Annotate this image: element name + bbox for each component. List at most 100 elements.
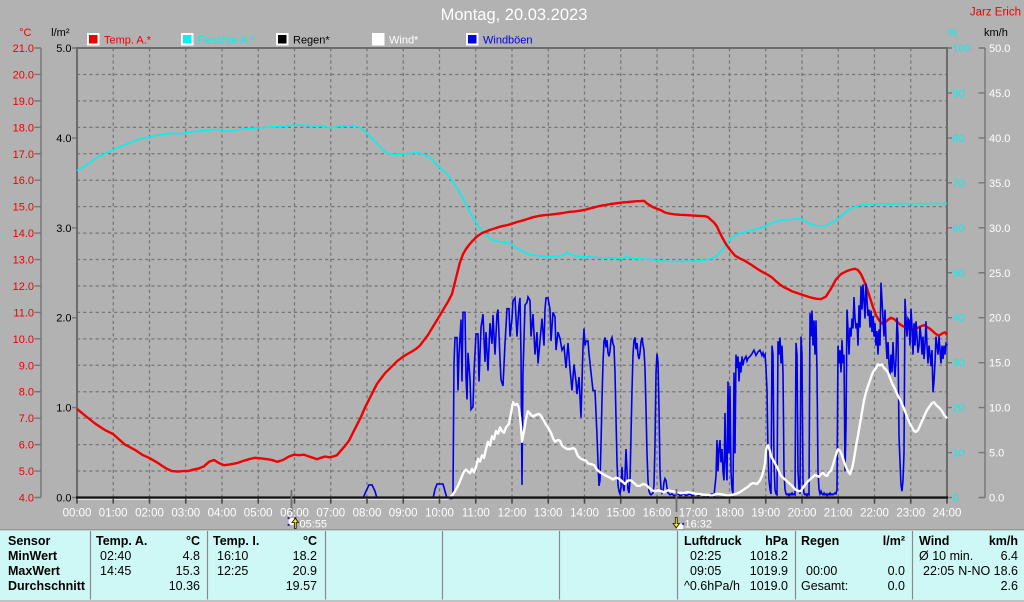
svg-text:3.0: 3.0 bbox=[56, 223, 71, 235]
svg-text:13:00: 13:00 bbox=[534, 508, 563, 520]
svg-text:5.0: 5.0 bbox=[989, 448, 1004, 460]
svg-text:Feuchte A.*: Feuchte A.* bbox=[198, 35, 256, 47]
svg-text:09:00: 09:00 bbox=[389, 508, 418, 520]
svg-text:°C: °C bbox=[186, 534, 200, 548]
svg-text:45.0: 45.0 bbox=[989, 88, 1010, 100]
svg-text:10.0: 10.0 bbox=[13, 334, 34, 346]
svg-text:^0.6hPa/h: ^0.6hPa/h bbox=[684, 579, 740, 593]
svg-text:6.4: 6.4 bbox=[1001, 549, 1018, 563]
svg-text:1.0: 1.0 bbox=[56, 403, 71, 415]
svg-text:90: 90 bbox=[953, 88, 965, 100]
svg-text:MinWert: MinWert bbox=[8, 549, 58, 563]
svg-text:21:00: 21:00 bbox=[824, 508, 853, 520]
svg-text:02:25: 02:25 bbox=[690, 549, 721, 563]
svg-text:10:00: 10:00 bbox=[425, 508, 454, 520]
svg-text:20.0: 20.0 bbox=[13, 69, 34, 81]
svg-text:30.0: 30.0 bbox=[989, 223, 1010, 235]
svg-text:11.0: 11.0 bbox=[13, 307, 34, 319]
svg-text:4.0: 4.0 bbox=[19, 493, 34, 505]
svg-text:9.0: 9.0 bbox=[19, 360, 34, 372]
svg-text:0.0: 0.0 bbox=[989, 493, 1004, 505]
svg-text:00:00: 00:00 bbox=[806, 564, 837, 578]
svg-text:25.0: 25.0 bbox=[989, 268, 1010, 280]
svg-text:05:55: 05:55 bbox=[300, 519, 328, 531]
svg-text:19.57: 19.57 bbox=[286, 579, 317, 593]
svg-text:l/m²: l/m² bbox=[51, 27, 70, 39]
svg-text:19:00: 19:00 bbox=[751, 508, 780, 520]
svg-text:Gesamt:: Gesamt: bbox=[801, 579, 848, 593]
svg-text:Windböen: Windböen bbox=[483, 35, 533, 47]
svg-text:Ø 10 min.: Ø 10 min. bbox=[919, 549, 973, 563]
svg-text:2.0: 2.0 bbox=[56, 313, 71, 325]
svg-text:50: 50 bbox=[953, 268, 965, 280]
svg-text:40: 40 bbox=[953, 313, 965, 325]
svg-text:Jarz Erich: Jarz Erich bbox=[970, 7, 1021, 19]
svg-text:Temp. A.*: Temp. A.* bbox=[104, 35, 152, 47]
svg-text:22:05: 22:05 bbox=[923, 564, 954, 578]
svg-text:02:00: 02:00 bbox=[135, 508, 164, 520]
svg-text:11:00: 11:00 bbox=[462, 508, 490, 520]
svg-text:02:40: 02:40 bbox=[100, 549, 131, 563]
svg-text:14:00: 14:00 bbox=[570, 508, 599, 520]
svg-text:1019.0: 1019.0 bbox=[750, 579, 788, 593]
svg-text:40.0: 40.0 bbox=[989, 133, 1010, 145]
svg-text:0.0: 0.0 bbox=[56, 493, 71, 505]
svg-text:35.0: 35.0 bbox=[989, 178, 1010, 190]
svg-text:05:00: 05:00 bbox=[244, 508, 273, 520]
svg-text:Regen*: Regen* bbox=[293, 35, 330, 47]
svg-text:21.0: 21.0 bbox=[13, 43, 34, 55]
svg-text:10.36: 10.36 bbox=[169, 579, 200, 593]
svg-text:00:00: 00:00 bbox=[63, 508, 92, 520]
svg-text:Durchschnitt: Durchschnitt bbox=[8, 579, 86, 593]
svg-text:0.0: 0.0 bbox=[888, 579, 905, 593]
svg-text:50.0: 50.0 bbox=[989, 43, 1010, 55]
svg-text:13.0: 13.0 bbox=[13, 255, 34, 267]
svg-text:60: 60 bbox=[953, 223, 965, 235]
svg-text:15.0: 15.0 bbox=[13, 202, 34, 214]
svg-text:15.3: 15.3 bbox=[176, 564, 200, 578]
svg-text:MaxWert: MaxWert bbox=[8, 564, 61, 578]
svg-text:0.0: 0.0 bbox=[888, 564, 905, 578]
svg-text:15:00: 15:00 bbox=[606, 508, 635, 520]
svg-text:12:25: 12:25 bbox=[217, 564, 248, 578]
svg-text:°C: °C bbox=[19, 27, 31, 39]
svg-text:%: % bbox=[948, 27, 958, 39]
svg-text:16:00: 16:00 bbox=[643, 508, 672, 520]
svg-text:Sensor: Sensor bbox=[8, 534, 51, 548]
svg-text:5.0: 5.0 bbox=[56, 43, 71, 55]
svg-text:2.6: 2.6 bbox=[1001, 579, 1018, 593]
svg-text:20:00: 20:00 bbox=[788, 508, 817, 520]
svg-text:06:00: 06:00 bbox=[280, 508, 309, 520]
svg-text:100: 100 bbox=[953, 43, 971, 55]
svg-text:°C: °C bbox=[303, 534, 317, 548]
svg-text:09:05: 09:05 bbox=[690, 564, 721, 578]
svg-text:4.0: 4.0 bbox=[56, 133, 71, 145]
svg-text:30: 30 bbox=[953, 358, 965, 370]
svg-text:07:00: 07:00 bbox=[316, 508, 345, 520]
svg-text:01:00: 01:00 bbox=[99, 508, 128, 520]
svg-text:km/h: km/h bbox=[989, 534, 1018, 548]
svg-text:Montag, 20.03.2023: Montag, 20.03.2023 bbox=[441, 6, 588, 24]
svg-text:17.0: 17.0 bbox=[13, 149, 34, 161]
svg-text:12.0: 12.0 bbox=[13, 281, 34, 293]
svg-text:km/h: km/h bbox=[984, 27, 1008, 39]
svg-text:17:00: 17:00 bbox=[679, 508, 708, 520]
svg-text:1018.2: 1018.2 bbox=[750, 549, 788, 563]
svg-text:14.0: 14.0 bbox=[13, 228, 34, 240]
svg-text:20: 20 bbox=[953, 403, 965, 415]
svg-text:03:00: 03:00 bbox=[171, 508, 200, 520]
svg-text:16:10: 16:10 bbox=[217, 549, 248, 563]
svg-text:Wind: Wind bbox=[919, 534, 949, 548]
svg-text:70: 70 bbox=[953, 178, 965, 190]
svg-text:22:00: 22:00 bbox=[860, 508, 889, 520]
svg-text:19.0: 19.0 bbox=[13, 96, 34, 108]
svg-text:N-NO 18.6: N-NO 18.6 bbox=[958, 564, 1018, 578]
svg-text:18:00: 18:00 bbox=[715, 508, 744, 520]
svg-text:18.2: 18.2 bbox=[293, 549, 317, 563]
svg-text:6.0: 6.0 bbox=[19, 440, 34, 452]
svg-text:16.0: 16.0 bbox=[13, 175, 34, 187]
svg-text:8.0: 8.0 bbox=[19, 387, 34, 399]
svg-text:Temp. A.: Temp. A. bbox=[96, 534, 147, 548]
svg-text:15.0: 15.0 bbox=[989, 358, 1010, 370]
svg-text:18.0: 18.0 bbox=[13, 122, 34, 134]
